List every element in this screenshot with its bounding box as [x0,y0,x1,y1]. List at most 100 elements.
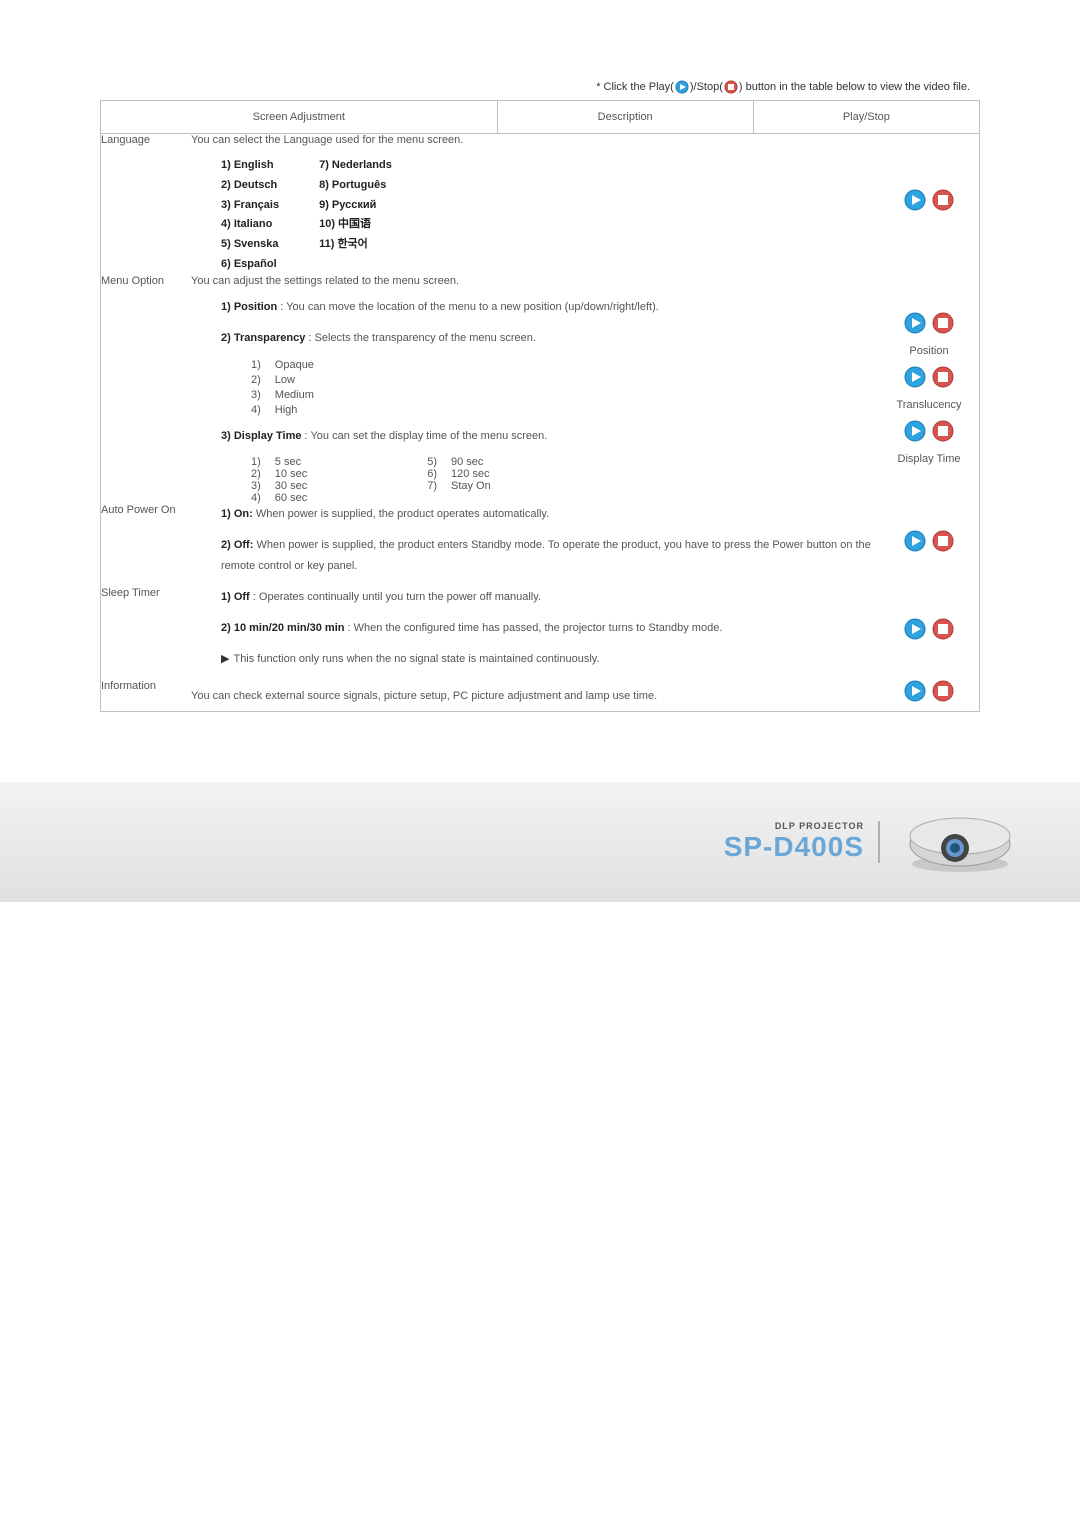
option-num: 7) [427,480,437,492]
option-num: 2) [251,468,261,480]
sleep-off-bold: 1) Off [221,591,250,603]
menuoption-intro: You can adjust the settings related to t… [191,275,879,287]
autopower-off-text: When power is supplied, the product ente… [221,539,871,572]
option-num: 6) [427,468,437,480]
option-row: 3) 30 sec [251,480,307,492]
option-row: 2) 10 sec [251,468,307,480]
toptext-prefix: * Click the Play( [596,81,674,93]
menuoption-displaytime-text: : You can set the display time of the me… [302,430,548,442]
language-item: 2) Deutsch [221,176,279,196]
play-button[interactable] [904,366,926,394]
language-intro: You can select the Language used for the… [191,134,879,146]
stop-button[interactable] [932,618,954,646]
option-num: 4) [251,404,261,416]
language-item: 7) Nederlands [319,156,392,176]
option-num: 2) [251,374,261,386]
transparency-options: 1) Opaque 2) Low 3) Medium 4) High [191,359,879,416]
option-num: 1) [251,359,261,371]
footer-bar: DLP PROJECTOR SP-D400S [0,782,1080,902]
option-val: High [275,404,298,416]
play-button[interactable] [904,530,926,558]
option-val: Medium [275,389,314,401]
sleep-times-text: : When the configured time has passed, t… [345,622,723,634]
logo-big: SP-D400S [724,831,864,863]
menuoption-position-text: : You can move the location of the menu … [277,301,659,313]
stop-button[interactable] [932,530,954,558]
stop-button[interactable] [932,420,954,448]
language-col-1: 1) English2) Deutsch3) Français4) Italia… [221,156,279,275]
triangle-icon: ▶ [221,653,229,665]
play-button[interactable] [904,312,926,340]
menuoption-transparency-text: : Selects the transparency of the menu s… [305,332,536,344]
header-description: Description [497,101,753,134]
information-text: You can check external source signals, p… [191,680,879,712]
header-playstop: Play/Stop [753,101,979,134]
play-icon [675,80,689,94]
language-item: 6) Español [221,255,279,275]
option-row: 4) 60 sec [251,492,307,504]
row-label-autopower: Auto Power On [101,504,191,587]
language-item: 10) 中国语 [319,215,392,235]
row-label-menu-option: Menu Option [101,275,191,505]
menuoption-position-bold: 1) Position [221,301,277,313]
play-button[interactable] [904,420,926,448]
product-logo: DLP PROJECTOR SP-D400S [724,821,880,863]
ps-label-translucency: Translucency [879,397,979,414]
header-screen-adjustment: Screen Adjustment [101,101,498,134]
option-val: Opaque [275,359,314,371]
autopower-on-text: When power is supplied, the product oper… [253,508,549,520]
stop-button[interactable] [932,680,954,708]
row-label-sleep: Sleep Timer [101,587,191,680]
logo-small: DLP PROJECTOR [724,821,864,831]
displaytime-col-b: 5) 90 sec 6) 120 sec 7) Stay On [427,456,491,504]
option-row: 1) 5 sec [251,456,307,468]
option-row: 3) Medium [251,389,879,401]
stop-button[interactable] [932,189,954,217]
autopower-on-bold: 1) On: [221,508,253,520]
option-row: 2) Low [251,374,879,386]
option-num: 3) [251,480,261,492]
language-item: 5) Svenska [221,235,279,255]
row-label-language: Language [101,134,191,275]
option-val: 10 sec [275,468,307,480]
option-num: 3) [251,389,261,401]
option-val: 60 sec [275,492,307,504]
autopower-off-bold: 2) Off: [221,539,253,551]
projector-icon [900,806,1020,879]
option-num: 1) [251,456,261,468]
language-item: 1) English [221,156,279,176]
option-num: 5) [427,456,437,468]
stop-icon [724,80,738,94]
language-item: 8) Português [319,176,392,196]
stop-button[interactable] [932,366,954,394]
option-row: 7) Stay On [427,480,491,492]
option-val: 120 sec [451,468,490,480]
displaytime-col-a: 1) 5 sec 2) 10 sec 3) 30 sec 4) 60 sec [251,456,307,504]
play-button[interactable] [904,618,926,646]
option-row: 6) 120 sec [427,468,491,480]
settings-table: Screen Adjustment Description Play/Stop … [100,100,980,712]
play-button[interactable] [904,189,926,217]
sleep-off-text: : Operates continually until you turn th… [250,591,541,603]
sleep-times-bold: 2) 10 min/20 min/30 min [221,622,345,634]
option-val: 90 sec [451,456,483,468]
sleep-note: This function only runs when the no sign… [233,653,599,665]
language-item: 3) Français [221,196,279,216]
play-button[interactable] [904,680,926,708]
row-label-information: Information [101,680,191,712]
option-num: 4) [251,492,261,504]
toptext-mid: )/Stop( [690,81,723,93]
option-val: 30 sec [275,480,307,492]
option-val: 5 sec [275,456,301,468]
option-val: Low [275,374,295,386]
ps-label-position: Position [879,343,979,360]
language-col-2: 7) Nederlands8) Português9) Русский10) 中… [319,156,392,275]
language-item: 4) Italiano [221,215,279,235]
option-row: 4) High [251,404,879,416]
language-item: 11) 한국어 [319,235,392,255]
menuoption-transparency-bold: 2) Transparency [221,332,305,344]
toptext-suffix: ) button in the table below to view the … [739,81,970,93]
option-val: Stay On [451,480,491,492]
instruction-text: * Click the Play( )/Stop( ) button in the … [100,80,980,94]
stop-button[interactable] [932,312,954,340]
